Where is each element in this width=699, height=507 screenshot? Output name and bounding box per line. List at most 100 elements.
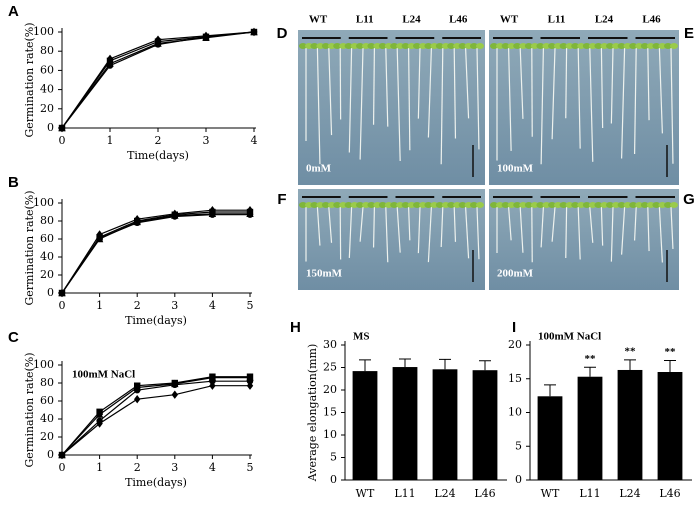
root bbox=[427, 47, 432, 138]
genotype-label: WT bbox=[500, 14, 519, 26]
y-tick-label: 0 bbox=[330, 473, 337, 486]
cotyledon bbox=[458, 202, 467, 208]
y-tick-label: 5 bbox=[330, 451, 337, 464]
treatment-label: 200mM bbox=[497, 268, 534, 280]
x-tick-label: 4 bbox=[209, 299, 216, 312]
marker bbox=[171, 213, 178, 220]
cotyledon bbox=[524, 202, 533, 208]
cotyledon bbox=[413, 43, 421, 49]
cotyledon bbox=[635, 43, 644, 49]
cotyledon bbox=[344, 202, 353, 208]
error-bar bbox=[624, 359, 636, 370]
marker bbox=[171, 381, 178, 388]
y-tick-label: 0 bbox=[47, 448, 54, 461]
y-tick-label: 20 bbox=[40, 430, 54, 443]
cotyledon bbox=[519, 202, 528, 208]
marker bbox=[209, 378, 216, 385]
marker bbox=[95, 410, 104, 418]
cotyledon bbox=[658, 43, 667, 49]
cotyledon bbox=[447, 202, 456, 208]
cotyledon bbox=[594, 43, 603, 49]
root bbox=[359, 47, 364, 160]
error-bar bbox=[439, 358, 451, 370]
root bbox=[577, 206, 581, 260]
cotyledon bbox=[367, 43, 376, 49]
marker bbox=[106, 62, 114, 69]
bar bbox=[352, 371, 378, 480]
cotyledon bbox=[577, 43, 586, 49]
root bbox=[565, 206, 568, 259]
y-tick-label: 20 bbox=[323, 383, 337, 396]
root bbox=[670, 206, 674, 249]
cotyledon bbox=[635, 202, 644, 208]
cotyledon bbox=[606, 202, 614, 208]
root bbox=[540, 206, 544, 248]
cotyledon bbox=[582, 202, 591, 208]
cotyledon bbox=[582, 43, 591, 49]
root bbox=[396, 206, 401, 253]
genotype-label: L24 bbox=[595, 14, 614, 26]
root bbox=[519, 47, 524, 119]
cotyledon bbox=[646, 43, 655, 49]
cotyledon bbox=[333, 202, 342, 208]
cotyledon bbox=[435, 43, 444, 49]
y-tick-label: 40 bbox=[40, 83, 54, 96]
cotyledon bbox=[612, 43, 620, 49]
y-tick-label: 60 bbox=[40, 394, 54, 407]
root bbox=[316, 47, 321, 165]
cotyledon bbox=[606, 43, 614, 49]
root bbox=[647, 47, 650, 121]
y-tick-label: 0 bbox=[515, 473, 522, 486]
panel-label: B bbox=[8, 174, 19, 191]
cotyledon bbox=[588, 202, 597, 208]
cotyledon bbox=[542, 202, 551, 208]
cotyledon bbox=[513, 202, 522, 208]
series-line bbox=[61, 380, 250, 456]
error-bar bbox=[664, 360, 676, 372]
root bbox=[600, 206, 604, 246]
x-tick-label: 1 bbox=[96, 461, 103, 474]
cotyledon bbox=[401, 43, 410, 49]
x-tick-label: L46 bbox=[474, 487, 495, 500]
x-tick-label: L24 bbox=[619, 487, 640, 500]
root bbox=[508, 47, 512, 151]
error-bar bbox=[479, 360, 491, 371]
cotyledon bbox=[501, 43, 510, 49]
root bbox=[540, 47, 544, 165]
root bbox=[658, 206, 663, 263]
y-tick-label: 15 bbox=[508, 372, 522, 385]
series-line bbox=[61, 376, 250, 456]
root bbox=[610, 47, 614, 124]
cotyledon bbox=[299, 43, 307, 49]
marker bbox=[250, 28, 258, 36]
panel-label: H bbox=[290, 319, 301, 336]
root bbox=[658, 47, 663, 134]
series-line bbox=[61, 209, 250, 294]
marker bbox=[202, 33, 210, 40]
y-tick-label: 60 bbox=[40, 232, 54, 245]
genotype-label: L11 bbox=[356, 14, 374, 26]
root bbox=[508, 206, 512, 241]
bar bbox=[657, 372, 683, 480]
cotyledon bbox=[629, 43, 638, 49]
y-axis-label: Germination rate(%) bbox=[23, 22, 36, 137]
cotyledon bbox=[524, 43, 533, 49]
panel-label: D bbox=[277, 25, 288, 42]
panel-label: G bbox=[683, 191, 695, 208]
treatment-label: 150mM bbox=[306, 268, 343, 280]
root bbox=[600, 47, 604, 129]
root bbox=[440, 206, 444, 248]
x-axis-label: Time(days) bbox=[125, 314, 187, 327]
cotyledon bbox=[571, 43, 580, 49]
cotyledon bbox=[490, 43, 498, 49]
cotyledon bbox=[356, 202, 364, 208]
root bbox=[476, 206, 480, 260]
root bbox=[453, 47, 457, 139]
y-tick-label: 20 bbox=[508, 338, 522, 351]
cotyledon bbox=[640, 43, 649, 49]
y-tick-label: 100 bbox=[33, 196, 54, 209]
marker bbox=[96, 234, 103, 242]
cotyledon bbox=[600, 43, 609, 49]
marker bbox=[209, 211, 216, 218]
